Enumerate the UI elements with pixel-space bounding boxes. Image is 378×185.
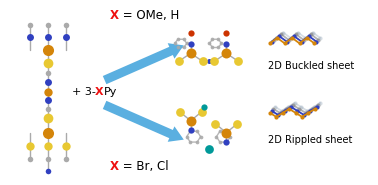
Text: X: X: [110, 160, 119, 173]
Text: = OMe, H: = OMe, H: [119, 9, 180, 22]
Text: + 3-: + 3-: [72, 87, 96, 97]
Text: 2D Buckled sheet: 2D Buckled sheet: [268, 61, 354, 71]
Text: Py: Py: [104, 87, 117, 97]
Polygon shape: [103, 101, 184, 142]
Text: = Br, Cl: = Br, Cl: [119, 160, 169, 173]
Text: X: X: [95, 87, 104, 97]
Text: 2D Rippled sheet: 2D Rippled sheet: [268, 135, 352, 145]
Text: X: X: [110, 9, 119, 22]
Polygon shape: [103, 43, 184, 84]
